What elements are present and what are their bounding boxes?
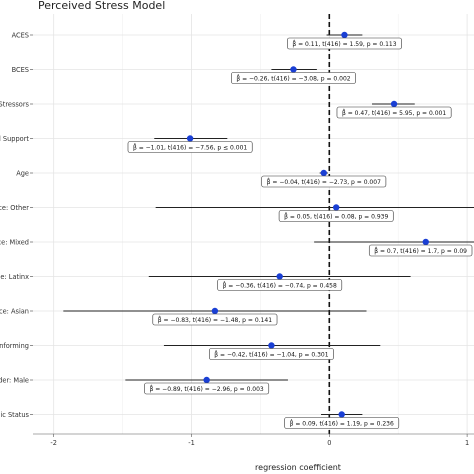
point-estimate: [290, 66, 297, 73]
point-estimate: [341, 31, 348, 39]
x-axis-label: regression coefficient: [255, 463, 341, 472]
y-tick-label: Conforming: [0, 342, 29, 350]
point-estimate: [186, 135, 194, 142]
point-estimate: [332, 204, 340, 211]
annotation-label: β̂ = −0.42, t(416) = −1.04, p = 0.301: [208, 348, 334, 360]
annotation-label: β̂ = −1.01, t(416) = −7.56, p ≤ 0.001: [127, 141, 253, 153]
annotation-box: [144, 382, 270, 395]
point-estimate: [422, 238, 429, 246]
annotation-box: [368, 244, 473, 257]
annotation-label: β̂ = −0.36, t(416) = −0.74, p = 0.458: [217, 279, 343, 291]
annotation-text: β̂ = 0.7, t(416) = 1.7, p = 0.09: [374, 248, 467, 255]
annotation-text: β̂ = −0.89, t(416) = −2.96, p = 0.003: [150, 386, 264, 393]
annotation-label: β̂ = −0.83, t(416) = −1.48, p = 0.141: [152, 313, 278, 326]
annotation-label: β̂ = −0.89, t(416) = −2.96, p = 0.003: [144, 382, 270, 395]
annotation-text: β̂ = 0.47, t(416) = 5.95, p = 0.001: [342, 110, 446, 117]
chart-title: Perceived Stress Model: [38, 0, 165, 12]
annotation-box: [261, 175, 387, 188]
point-estimate: [203, 376, 210, 384]
y-tick-label: BCES: [12, 66, 29, 74]
annotation-text: β̂ = 0.05, t(416) = 0.08, p = 0.939: [284, 213, 388, 220]
x-tick-label: 1: [465, 439, 469, 447]
annotation-text: β̂ = −0.36, t(416) = −0.74, p = 0.458: [223, 282, 337, 289]
point-estimate: [276, 273, 283, 280]
annotation-label: β̂ = −0.04, t(416) = −2.73, p = 0.007: [261, 175, 387, 188]
annotation-box: [336, 106, 452, 119]
annotation-text: β̂ = −0.83, t(416) = −1.48, p = 0.141: [158, 317, 272, 324]
y-axis-ticks: ACES BCES D Stressors cial Support Age Race: …: [0, 31, 33, 419]
annotation-label: β̂ = 0.7, t(416) = 1.7, p = 0.09: [368, 244, 473, 257]
y-tick-label: ACES: [12, 31, 29, 39]
y-tick-label: Race: Other: [0, 204, 29, 212]
annotation-layer: β̂ = 0.11, t(416) = 1.59, p = 0.113 β̂ = …: [127, 37, 473, 429]
x-tick-label: 0: [327, 439, 331, 447]
point-estimate: [320, 169, 327, 177]
annotation-text: β̂ = 0.11, t(416) = 1.59, p = 0.113: [292, 41, 396, 48]
annotation-box: [287, 37, 402, 50]
annotation-label: β̂ = 0.09, t(416) = 1.19, p = 0.236: [284, 417, 400, 429]
y-tick-label: cial Support: [0, 135, 29, 143]
annotation-box: [284, 417, 400, 429]
annotation-text: β̂ = −0.26, t(416) = −3.08, p = 0.002: [236, 75, 350, 82]
annotation-text: β̂ = −0.42, t(416) = −1.04, p = 0.301: [214, 351, 328, 358]
annotation-label: β̂ = −0.26, t(416) = −3.08, p = 0.002: [231, 72, 356, 84]
annotation-label: β̂ = 0.05, t(416) = 0.08, p = 0.939: [278, 210, 394, 222]
y-tick-label: Race: Asian: [0, 307, 29, 315]
point-estimate: [338, 411, 345, 418]
y-tick-label: Race: Mixed: [0, 238, 29, 246]
annotation-box: [208, 348, 334, 360]
y-tick-label: D Stressors: [0, 100, 30, 108]
x-tick-label: -2: [50, 439, 57, 447]
annotation-box: [127, 141, 253, 153]
point-estimate: [211, 307, 219, 315]
annotation-box: [231, 72, 356, 84]
annotation-label: β̂ = 0.11, t(416) = 1.59, p = 0.113: [287, 37, 402, 50]
y-tick-label: ender: Male: [0, 376, 29, 384]
x-axis-ticks: -2 -1 0 1: [33, 433, 474, 447]
y-tick-label: omic Status: [0, 411, 30, 419]
point-estimate: [390, 100, 398, 108]
y-tick-label: Age: [16, 169, 29, 177]
point-estimate: [268, 342, 275, 349]
annotation-box: [217, 279, 343, 291]
annotation-text: β̂ = 0.09, t(416) = 1.19, p = 0.236: [290, 420, 394, 427]
annotation-box: [278, 210, 394, 222]
annotation-box: [152, 313, 278, 326]
annotation-label: β̂ = 0.47, t(416) = 5.95, p = 0.001: [336, 106, 452, 119]
annotation-text: β̂ = −1.01, t(416) = −7.56, p ≤ 0.001: [133, 144, 247, 151]
point-layer: [186, 31, 429, 418]
x-tick-label: -1: [188, 439, 195, 447]
y-tick-label: Race: Latinx: [0, 273, 29, 281]
annotation-text: β̂ = −0.04, t(416) = −2.73, p = 0.007: [267, 179, 381, 186]
